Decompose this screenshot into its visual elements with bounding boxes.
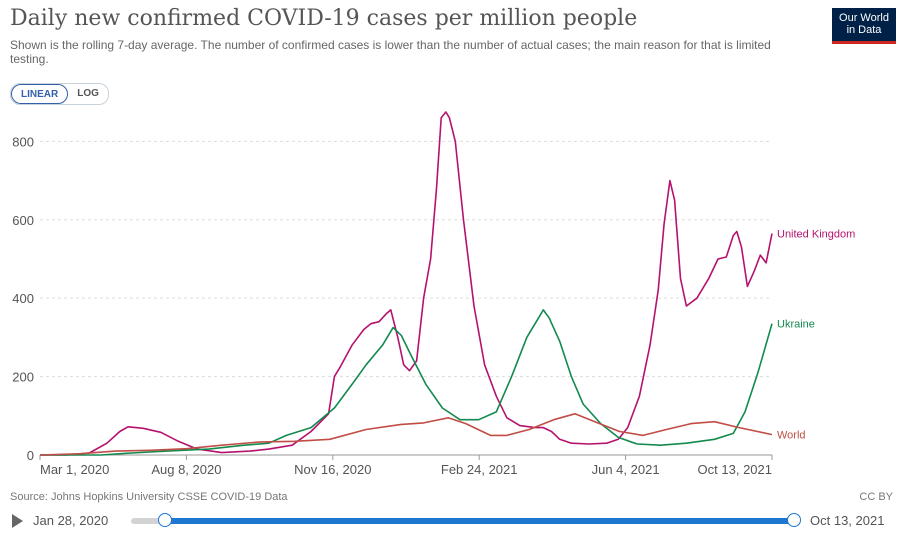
timeline-start-label: Jan 28, 2020 (33, 513, 109, 528)
timeline-control: Jan 28, 2020 Oct 13, 2021 (0, 508, 909, 534)
chart-subtitle: Shown is the rolling 7-day average. The … (10, 38, 771, 66)
logo-line-2: in Data (846, 24, 882, 36)
series-line-world (39, 413, 773, 456)
y-tick-label: 800 (12, 134, 34, 149)
x-tick-label: Feb 24, 2021 (441, 462, 518, 477)
chart-title: Daily new confirmed COVID-19 cases per m… (10, 6, 638, 31)
x-tick-label: Mar 1, 2020 (40, 462, 109, 477)
y-tick-label: 400 (12, 291, 34, 306)
linear-scale-button[interactable]: LINEAR (11, 84, 69, 104)
series-label-ukraine: Ukraine (777, 319, 815, 331)
timeline-start-handle[interactable] (158, 513, 172, 527)
timeline-end-label: Oct 13, 2021 (810, 513, 885, 528)
series-line-ukraine (40, 309, 773, 456)
play-icon[interactable] (12, 514, 23, 528)
x-tick-label: Oct 13, 2021 (698, 462, 772, 477)
y-tick-label: 600 (12, 213, 34, 228)
logo-line-1: Our World (839, 12, 889, 24)
timeline-end-handle[interactable] (787, 513, 801, 527)
timeline-selected-range (165, 518, 794, 524)
source-note: Source: Johns Hopkins University CSSE CO… (10, 491, 288, 503)
x-tick-label: Nov 16, 2020 (294, 462, 371, 477)
series-line-united-kingdom (40, 111, 773, 456)
x-tick-label: Aug 8, 2020 (151, 462, 221, 477)
line-chart: 0 200 400 600 800 Mar 1, 2020 Aug 8, 2020 Nov 1… (12, 111, 855, 477)
y-tick-label: 0 (27, 448, 34, 463)
license-note[interactable]: CC BY (859, 491, 893, 503)
owid-logo[interactable]: Our World in Data (832, 8, 896, 44)
y-tick-label: 200 (12, 370, 34, 385)
scale-toggle: LINEAR LOG (10, 83, 109, 105)
x-tick-label: Jun 4, 2021 (592, 462, 660, 477)
series-label-world: World (777, 430, 806, 442)
series-label-united-kingdom: United Kingdom (777, 228, 855, 240)
log-scale-button[interactable]: LOG (77, 88, 99, 99)
